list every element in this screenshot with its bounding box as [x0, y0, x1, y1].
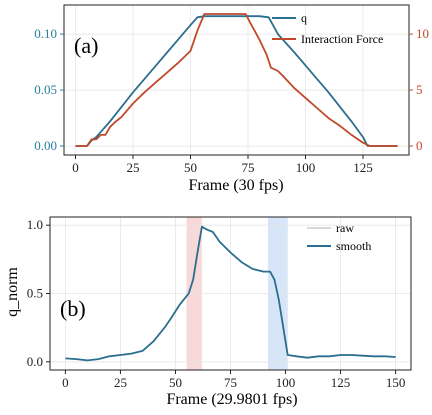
- panel-a-legend: q Interaction Force: [272, 11, 383, 46]
- a-series-line-1: [75, 13, 398, 147]
- b-xtick-label-3: 75: [224, 375, 237, 390]
- a-ytick-label-2: 0.10: [34, 26, 57, 41]
- panel-b-ylabel: q_norm: [4, 267, 21, 317]
- a-y2tick-label-1: 5: [416, 82, 423, 97]
- b-xtick-label-5: 125: [331, 375, 351, 390]
- b-xtick-label-2: 50: [169, 375, 182, 390]
- legend-smooth-label: smooth: [336, 239, 371, 253]
- a-xtick-label-3: 75: [242, 160, 255, 175]
- panel-a-lines: [75, 13, 398, 147]
- a-xtick-label-2: 50: [184, 160, 197, 175]
- panel-b-xlabel: Frame (29.9801 fps): [166, 391, 297, 408]
- legend-force-label: Interaction Force: [301, 32, 383, 46]
- b-xtick-label-0: 0: [62, 375, 69, 390]
- b-xtick-label-4: 100: [276, 375, 296, 390]
- a-xtick-label-4: 100: [296, 160, 316, 175]
- b-ytick-label-1: 0.5: [27, 286, 43, 301]
- legend-raw-label: raw: [336, 221, 354, 235]
- a-y2tick-label-2: 10: [416, 26, 429, 41]
- panel-b-legend: raw smooth: [307, 221, 371, 253]
- a-y2tick-label-0: 0: [416, 138, 423, 153]
- a-xtick-label-0: 0: [72, 160, 79, 175]
- a-xtick-label-1: 25: [127, 160, 140, 175]
- panel-a-label: (a): [74, 33, 98, 58]
- a-xtick-label-5: 125: [353, 160, 373, 175]
- panel-b-grid: [50, 217, 411, 370]
- a-series-line-0: [75, 15, 398, 147]
- panel-b: 0 25 50 75 100 125 150 0.0 0.5 1.0 (b) Frame (29.…: [4, 216, 412, 408]
- b-series-line-1: [65, 225, 396, 362]
- b-xtick-label-6: 150: [386, 375, 406, 390]
- a-ytick-label-1: 0.05: [34, 82, 57, 97]
- a-ytick-label-0: 0.00: [34, 138, 57, 153]
- panel-a-grid: [64, 5, 409, 155]
- b-ytick-label-2: 1.0: [27, 217, 43, 232]
- panel-b-lines: [65, 225, 396, 362]
- b-xtick-label-1: 25: [114, 375, 127, 390]
- panel-a-frame: [63, 4, 410, 156]
- panel-a-xlabel: Frame (30 fps): [188, 177, 283, 194]
- b-ytick-label-0: 0.0: [27, 354, 43, 369]
- panel-a: 0 25 50 75 100 125 0.00 0.05 0.10 0 5 10 (a) Frame …: [34, 4, 429, 194]
- panel-b-ticks: 0 25 50 75 100 125 150 0.0 0.5 1.0: [27, 217, 406, 390]
- legend-q-label: q: [301, 11, 307, 25]
- panel-a-ticks: 0 25 50 75 100 125 0.00 0.05 0.10 0 5 10: [34, 26, 429, 175]
- panel-b-label: (b): [60, 296, 86, 321]
